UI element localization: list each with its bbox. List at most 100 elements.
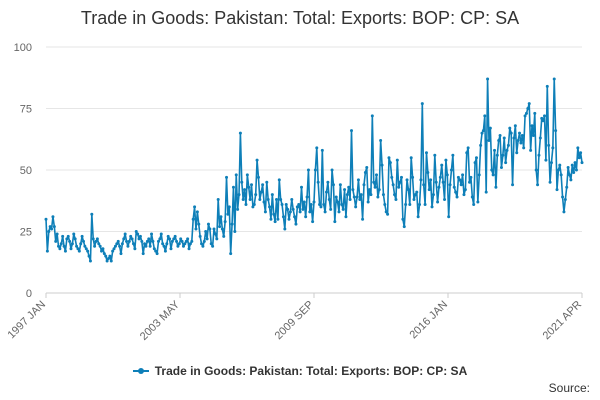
data-point[interactable] [108,254,112,258]
data-point[interactable] [175,239,179,243]
data-point[interactable] [540,116,544,120]
data-point[interactable] [148,244,152,248]
data-point[interactable] [258,198,262,202]
data-point[interactable] [227,205,231,209]
data-point[interactable] [245,173,249,177]
data-point[interactable] [234,173,238,177]
data-point[interactable] [297,202,301,206]
data-point[interactable] [116,239,120,243]
data-point[interactable] [384,210,388,214]
data-point[interactable] [145,239,149,243]
data-point[interactable] [487,138,491,142]
data-point[interactable] [244,202,248,206]
data-point[interactable] [406,188,410,192]
data-point[interactable] [484,190,488,194]
data-point[interactable] [336,200,340,204]
data-point[interactable] [416,215,420,219]
data-point[interactable] [62,244,66,248]
data-point[interactable] [229,252,233,256]
data-point[interactable] [501,153,505,157]
data-point[interactable] [61,234,65,238]
data-point[interactable] [572,170,576,174]
data-point[interactable] [236,207,240,211]
data-point[interactable] [95,237,99,241]
data-point[interactable] [580,161,584,165]
data-point[interactable] [523,114,527,118]
data-point[interactable] [459,183,463,187]
data-point[interactable] [104,254,108,258]
data-point[interactable] [311,220,315,224]
data-point[interactable] [551,146,555,150]
data-point[interactable] [138,234,142,238]
data-point[interactable] [337,210,341,214]
data-point[interactable] [177,242,181,246]
data-point[interactable] [515,151,519,155]
data-point[interactable] [58,247,62,251]
data-point[interactable] [273,220,277,224]
data-point[interactable] [184,239,188,243]
data-point[interactable] [340,202,344,206]
data-point[interactable] [430,205,434,209]
data-point[interactable] [322,202,326,206]
data-point[interactable] [254,193,258,197]
data-point[interactable] [255,158,259,162]
data-point[interactable] [527,102,531,106]
data-point[interactable] [355,195,359,199]
data-point[interactable] [59,242,63,246]
data-point[interactable] [579,151,583,155]
data-point[interactable] [394,198,398,202]
data-point[interactable] [288,210,292,214]
data-point[interactable] [388,161,392,165]
data-point[interactable] [444,158,448,162]
data-point[interactable] [518,131,522,135]
data-point[interactable] [522,146,526,150]
data-point[interactable] [468,180,472,184]
data-point[interactable] [298,210,302,214]
data-point[interactable] [284,202,288,206]
data-point[interactable] [243,188,247,192]
data-point[interactable] [541,119,545,123]
data-point[interactable] [511,183,515,187]
data-point[interactable] [213,232,217,236]
data-point[interactable] [111,249,115,253]
data-point[interactable] [100,249,104,253]
data-point[interactable] [348,198,352,202]
data-point[interactable] [286,207,290,211]
data-point[interactable] [206,222,210,226]
data-point[interactable] [88,259,92,263]
data-point[interactable] [313,168,317,172]
data-point[interactable] [300,185,303,189]
data-point[interactable] [105,259,109,263]
data-point[interactable] [395,158,399,162]
data-point[interactable] [506,143,510,147]
data-point[interactable] [154,249,158,253]
data-point[interactable] [211,244,215,248]
data-point[interactable] [462,193,466,197]
data-point[interactable] [327,198,331,202]
data-point[interactable] [529,148,533,152]
data-point[interactable] [559,173,563,177]
data-point[interactable] [488,126,492,130]
data-point[interactable] [76,247,80,251]
data-point[interactable] [391,183,395,187]
data-point[interactable] [133,247,137,251]
data-point[interactable] [131,242,135,246]
data-point[interactable] [51,215,55,219]
data-point[interactable] [356,178,360,182]
data-point[interactable] [191,217,195,221]
data-point[interactable] [115,242,119,246]
data-point[interactable] [251,205,255,209]
data-point[interactable] [112,247,116,251]
data-point[interactable] [495,153,499,157]
data-point[interactable] [194,227,198,231]
legend[interactable]: Trade in Goods: Pakistan: Total: Exports… [0,364,600,378]
data-point[interactable] [573,161,577,165]
data-point[interactable] [136,232,140,236]
data-point[interactable] [180,239,184,243]
data-point[interactable] [144,244,148,248]
data-point[interactable] [349,129,353,133]
data-point[interactable] [401,217,405,221]
data-point[interactable] [458,178,462,182]
data-point[interactable] [331,183,335,187]
data-point[interactable] [263,210,267,214]
